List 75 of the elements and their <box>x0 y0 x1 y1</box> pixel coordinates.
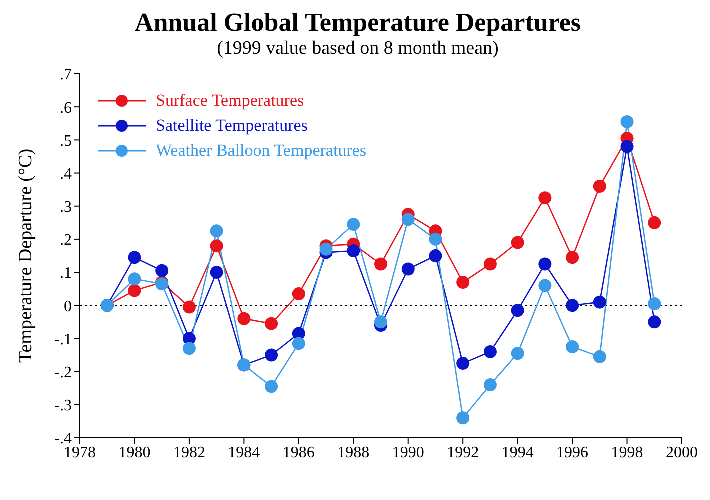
point <box>128 251 142 264</box>
point <box>210 224 224 238</box>
point <box>374 258 388 271</box>
point <box>182 342 196 356</box>
point <box>593 296 606 309</box>
point <box>265 348 278 362</box>
y-tick-label: .6 <box>60 100 72 117</box>
legend-label: Weather Balloon Temperatures <box>156 140 366 162</box>
point <box>156 264 169 278</box>
x-tick-label: 1982 <box>173 444 206 462</box>
y-tick-label: -.3 <box>54 398 72 415</box>
point <box>593 350 606 364</box>
y-tick-label: -.1 <box>54 331 72 348</box>
point <box>320 242 333 256</box>
point <box>566 340 580 354</box>
point <box>538 192 552 205</box>
point <box>402 262 415 276</box>
x-tick-label: 1984 <box>228 444 260 462</box>
point <box>566 251 580 264</box>
point <box>538 258 552 271</box>
y-tick-label: 0 <box>64 298 72 316</box>
point <box>484 378 497 392</box>
x-tick-label: 1996 <box>556 444 589 462</box>
y-tick-label: .1 <box>60 265 72 282</box>
point <box>456 357 470 370</box>
point <box>210 240 224 253</box>
point <box>292 337 306 350</box>
chart-title: Annual Global Temperature Departures <box>134 8 582 38</box>
point <box>593 180 606 194</box>
point <box>511 347 524 360</box>
x-tick-label: 2000 <box>666 444 698 462</box>
point <box>238 312 251 326</box>
x-tick-label: 1992 <box>447 444 480 462</box>
point <box>402 213 415 226</box>
point <box>484 258 497 271</box>
point <box>648 316 662 329</box>
point <box>429 232 442 246</box>
y-tick-label: -.2 <box>54 364 72 382</box>
y-tick-label: .7 <box>60 66 72 84</box>
point <box>347 244 360 258</box>
x-tick-label: 1990 <box>392 444 424 462</box>
point <box>620 140 634 154</box>
y-axis-title: Temperature Departure (°C) <box>16 148 37 364</box>
legend-label: Surface Temperatures <box>156 90 304 112</box>
point <box>210 266 224 280</box>
point <box>456 412 470 425</box>
point <box>429 250 442 262</box>
point <box>511 236 524 250</box>
point <box>292 288 306 301</box>
point <box>265 317 278 330</box>
point <box>511 304 524 318</box>
x-tick-label: 1988 <box>338 444 370 462</box>
point <box>265 380 278 394</box>
y-tick-label: .2 <box>60 232 72 250</box>
point <box>648 297 662 310</box>
x-tick-label: 1994 <box>502 444 534 462</box>
point <box>456 276 470 289</box>
x-tick-label: 1980 <box>118 444 151 462</box>
point <box>566 299 580 312</box>
point <box>347 218 360 232</box>
point <box>128 284 142 298</box>
point <box>620 115 634 128</box>
chart-subtitle: (1999 value based on 8 month mean) <box>216 38 500 60</box>
point <box>128 272 142 286</box>
point <box>182 300 196 314</box>
y-tick-label: .3 <box>60 199 72 216</box>
point <box>484 345 497 358</box>
point <box>374 316 388 329</box>
point <box>538 279 552 292</box>
x-tick-label: 1998 <box>611 444 644 462</box>
y-tick-label: .4 <box>60 166 72 183</box>
legend-label: Satellite Temperatures <box>156 115 308 137</box>
x-tick-label: 1986 <box>282 444 315 462</box>
y-tick-label: .5 <box>60 132 72 150</box>
point <box>648 216 662 230</box>
